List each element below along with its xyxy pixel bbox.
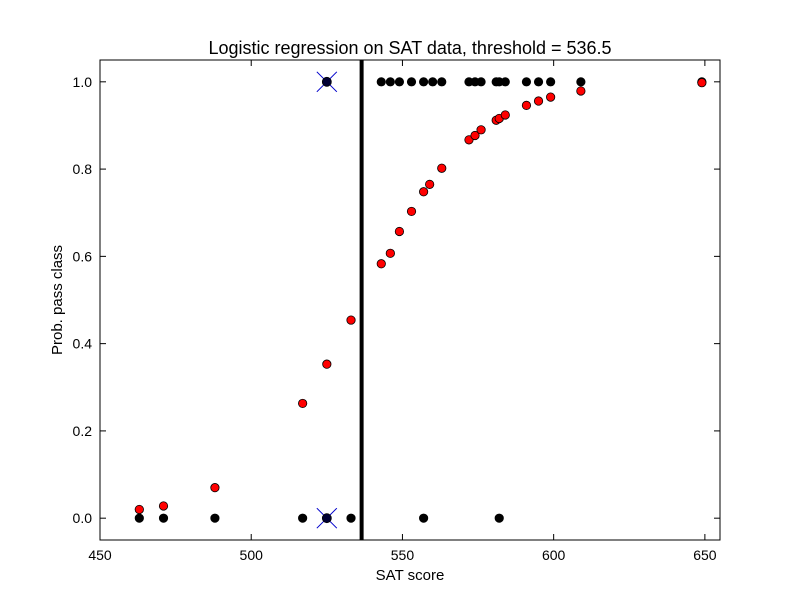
observed-point [494,513,504,523]
predicted-point [425,179,435,189]
predicted-point [419,187,429,197]
x-tick-label: 450 [88,547,112,563]
predicted-point [346,315,356,325]
y-ticks: 0.0 0.2 0.4 0.6 0.8 1.0 [73,74,720,526]
observed-point [298,513,308,523]
predicted-point [576,86,586,96]
observed-point [428,77,438,87]
predicted-point [437,163,447,173]
plot-frame [99,59,721,541]
series-highlight-markers [316,71,338,529]
predicted-point [406,206,417,217]
predicted-point [322,359,332,369]
y-tick-label: 0.2 [73,423,93,439]
predicted-point [376,259,386,269]
x-axis-label: SAT score [376,567,445,584]
observed-point [419,513,429,523]
observed-point [406,77,417,87]
series-black-points [134,77,707,523]
predicted-point [298,398,308,409]
x-tick-label: 550 [391,547,415,563]
x-tick-label: 650 [693,547,717,563]
predicted-point [476,125,486,135]
predicted-point [500,110,510,120]
observed-point [210,513,220,523]
observed-point [385,77,395,87]
observed-point [419,77,429,87]
observed-point [521,77,532,87]
y-tick-label: 0.4 [73,336,93,352]
predicted-point [533,96,544,106]
y-axis-label: Prob. pass class [49,245,66,355]
y-tick-label: 1.0 [73,74,93,90]
chart-title: Logistic regression on SAT data, thresho… [208,38,611,58]
y-tick-label: 0.0 [73,510,93,526]
predicted-point [521,100,532,110]
observed-point [394,77,405,87]
predicted-point [210,483,220,493]
observed-point [134,513,144,523]
predicted-point [470,130,480,141]
x-tick-label: 600 [542,547,566,563]
highlight-point [321,76,332,87]
predicted-point [546,92,556,102]
observed-point [437,77,447,87]
predicted-point [385,248,395,258]
predicted-point [134,504,144,515]
highlight-point [321,513,332,524]
observed-point [576,77,586,87]
x-ticks: 450 500 550 600 650 [88,60,717,563]
observed-point [376,77,386,87]
observed-point [546,77,556,87]
predicted-point [697,78,707,88]
observed-point [500,77,510,87]
observed-point [533,77,544,87]
observed-point [476,77,486,87]
observed-point [158,513,169,523]
observed-point [346,513,356,523]
y-tick-label: 0.6 [73,248,93,264]
y-tick-label: 0.8 [73,161,93,177]
series-red-points [134,78,707,515]
x-tick-label: 500 [240,547,264,563]
predicted-point [394,226,405,237]
predicted-point [158,501,169,511]
